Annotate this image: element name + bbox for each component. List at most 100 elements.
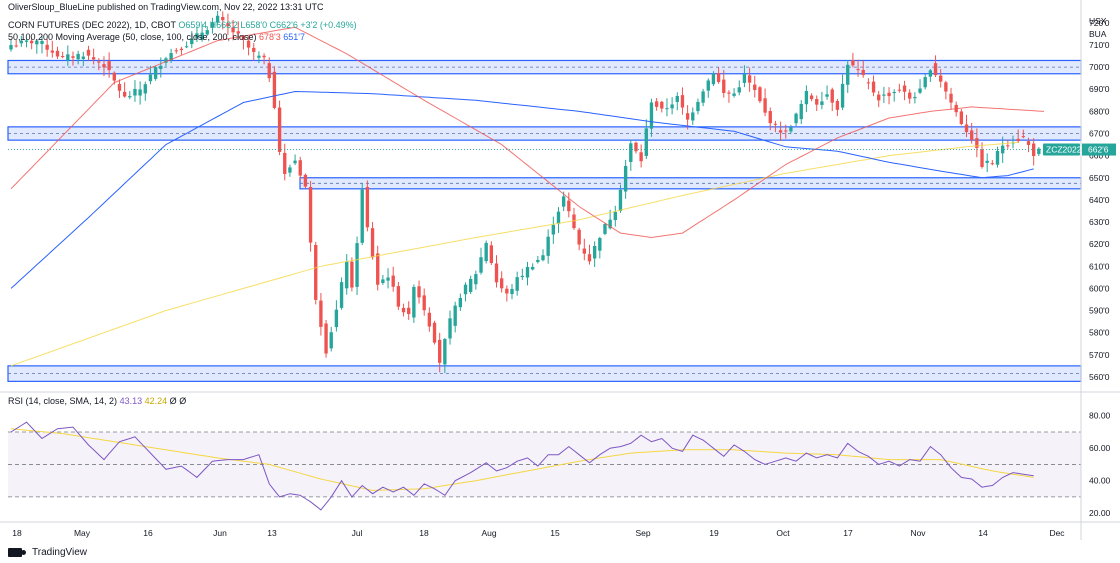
- candle-body: [598, 237, 602, 251]
- last-price-label: 662'6: [1088, 145, 1109, 155]
- candle-body: [510, 288, 514, 295]
- candle-body: [654, 101, 659, 107]
- candle-body: [546, 236, 550, 256]
- candle-body: [293, 160, 297, 164]
- candle-body: [649, 102, 654, 129]
- candle-body: [577, 229, 581, 245]
- rsi-pane: [8, 421, 1081, 511]
- candle-body: [458, 297, 463, 308]
- price-tick-label: 720'0: [1089, 18, 1110, 28]
- candle-body: [990, 163, 995, 165]
- candle-body: [474, 274, 478, 285]
- candle-body: [329, 332, 333, 349]
- candle-body: [778, 130, 783, 133]
- candle-body: [60, 56, 65, 58]
- candle-body: [877, 94, 881, 101]
- candle-body: [970, 130, 974, 141]
- time-tick-label: 13: [267, 528, 277, 538]
- rsi-ma-line: [10, 428, 1034, 491]
- ma50-value: 678'3: [259, 32, 281, 42]
- candle-body: [164, 58, 168, 63]
- candle-body: [913, 96, 917, 99]
- ma200-line: [10, 141, 1019, 367]
- currency-label: USX: [1089, 16, 1107, 26]
- price-tick-label: 600'0: [1089, 283, 1110, 293]
- candle-body: [1016, 138, 1020, 142]
- candle-body: [567, 200, 571, 212]
- candle-body: [629, 143, 633, 162]
- candle-body: [169, 53, 173, 60]
- candle-body: [386, 277, 390, 281]
- candle-body: [846, 64, 850, 85]
- candle-body: [804, 91, 809, 105]
- candle-body: [412, 286, 416, 318]
- rsi-tick-label: 40.00: [1089, 476, 1111, 486]
- candle-body: [897, 89, 902, 91]
- candle-body: [696, 101, 700, 112]
- candle-body: [319, 300, 323, 327]
- candle-body: [102, 64, 106, 68]
- candle-body: [773, 123, 778, 125]
- price-tick-label: 560'0: [1089, 372, 1110, 382]
- candle-body: [742, 74, 747, 83]
- rsi-upper-value: Ø: [169, 396, 177, 406]
- candle-body: [753, 84, 757, 90]
- candle-body: [499, 278, 504, 289]
- candle-body: [438, 339, 442, 363]
- candle-body: [133, 88, 137, 96]
- rsi-legend: RSI (14, close, SMA, 14, 2) 43.13 42.24 …: [8, 396, 186, 407]
- candle-body: [231, 27, 235, 33]
- candle-body: [407, 307, 411, 315]
- price-tick-label: 590'0: [1089, 306, 1110, 316]
- candle-body: [365, 186, 370, 228]
- rsi-value: 43.13: [119, 396, 143, 406]
- candle-body: [215, 15, 220, 23]
- candle-body: [985, 160, 989, 163]
- candle-body: [1031, 143, 1036, 156]
- candle-body: [324, 323, 328, 354]
- time-tick-label: 19: [709, 528, 719, 538]
- candle-body: [949, 93, 953, 103]
- rsi-lower-value: Ø: [179, 396, 187, 406]
- candle-body: [122, 91, 127, 97]
- candle-body: [350, 261, 354, 288]
- candle-body: [283, 152, 287, 174]
- candle-body: [174, 50, 178, 52]
- price-tick-label: 700'0: [1089, 62, 1110, 72]
- rsi-line: [10, 421, 1034, 511]
- candle-body: [355, 243, 359, 287]
- candle-body: [334, 309, 339, 328]
- candle-body: [784, 130, 788, 132]
- candle-body: [680, 95, 685, 108]
- candle-body: [159, 65, 163, 69]
- price-tick-label: 660'0: [1089, 151, 1110, 161]
- candle-body: [644, 128, 648, 156]
- candle-body: [143, 84, 147, 94]
- candle-body: [469, 278, 473, 292]
- candle-body: [820, 101, 824, 105]
- candle-body: [381, 279, 385, 284]
- ma-legend: 50,100,200 Moving Average (50, close, 10…: [8, 32, 305, 43]
- candle-body: [825, 94, 829, 97]
- candle-body: [835, 101, 840, 110]
- candle-body: [262, 55, 266, 58]
- candle-body: [964, 124, 969, 133]
- time-tick-label: Jul: [352, 528, 363, 538]
- candle-body: [944, 82, 948, 92]
- ma-label[interactable]: 50,100,200 Moving Average (50, close, 10…: [8, 32, 257, 42]
- candle-body: [205, 30, 209, 35]
- candle-body: [195, 33, 199, 39]
- candle-body: [551, 224, 556, 235]
- candle-body: [55, 50, 60, 57]
- time-tick-label: Nov: [910, 528, 926, 538]
- time-tick-label: 16: [143, 528, 153, 538]
- candle-body: [928, 70, 933, 77]
- candle-body: [541, 255, 545, 261]
- candle-body: [241, 36, 246, 40]
- tradingview-brand[interactable]: TradingView: [8, 547, 87, 558]
- symbol-name[interactable]: CORN FUTURES (DEC 2022), 1D, CBOT: [8, 20, 176, 30]
- rsi-label[interactable]: RSI (14, close, SMA, 14, 2): [8, 396, 118, 406]
- candle-body: [505, 288, 509, 294]
- candle-body: [861, 69, 865, 76]
